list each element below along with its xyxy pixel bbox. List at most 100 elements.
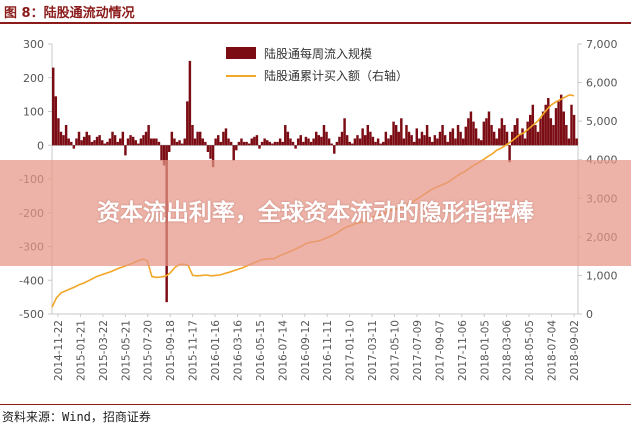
flow-bar <box>67 138 70 146</box>
flow-bar <box>513 125 516 146</box>
flow-bar <box>206 145 210 152</box>
flow-bar <box>315 131 318 146</box>
flow-bar <box>286 131 290 146</box>
flow-bar <box>201 138 204 146</box>
x-tick-label: 2016-11-11 <box>322 320 334 381</box>
flow-bar <box>436 138 439 146</box>
flow-bar <box>387 138 390 146</box>
flow-bar <box>562 111 565 146</box>
flow-bar <box>441 125 444 146</box>
flow-bar <box>217 135 220 146</box>
flow-bar <box>62 135 65 146</box>
flow-bar <box>266 140 269 146</box>
flow-bar <box>549 118 553 146</box>
flow-bar <box>173 138 176 146</box>
x-tick-label: 2017-07-09 <box>412 320 424 381</box>
x-tick-label: 2015-05-21 <box>120 320 132 381</box>
y-tick-label: -400 <box>19 274 44 287</box>
flow-bar <box>175 141 179 146</box>
flow-bar <box>59 131 63 146</box>
flow-bar <box>111 131 114 146</box>
flow-bar <box>544 104 547 146</box>
flow-bar <box>119 138 122 146</box>
flow-bar <box>250 138 253 146</box>
flow-bar <box>98 135 101 146</box>
legend-swatch-bar <box>226 47 256 59</box>
flow-bar <box>152 138 156 146</box>
flow-bar <box>523 138 527 146</box>
flow-bar <box>474 128 478 146</box>
flow-bar <box>446 141 449 146</box>
flow-bar <box>382 141 385 146</box>
flow-bar <box>224 128 228 146</box>
flow-bar <box>183 138 186 146</box>
x-tick-label: 2018-09-02 <box>569 320 581 381</box>
flow-bar <box>258 145 261 149</box>
flow-bar <box>52 67 55 146</box>
flow-bar <box>472 121 475 146</box>
flow-bar <box>312 138 315 146</box>
flow-bar <box>57 118 60 146</box>
flow-bar <box>498 128 501 146</box>
flow-bar <box>518 135 522 146</box>
flow-bar <box>389 135 393 146</box>
flow-bar <box>260 141 264 146</box>
legend-label-line: 陆股通累计买入额（右轴） <box>264 68 408 83</box>
flow-bar <box>351 143 354 146</box>
flow-bar <box>291 141 295 146</box>
flow-bar <box>384 131 388 146</box>
flow-bar <box>240 138 243 146</box>
flow-bar <box>394 125 398 146</box>
flow-bar <box>333 145 336 154</box>
flow-bar <box>487 111 491 146</box>
flow-bar <box>93 140 96 146</box>
x-tick-label: 2016-09-12 <box>300 320 312 381</box>
flow-bar <box>108 138 112 146</box>
flow-bar <box>142 135 145 146</box>
flow-bar <box>100 140 104 146</box>
flow-bar <box>495 138 498 146</box>
flow-bar <box>431 141 434 146</box>
flow-bar <box>242 141 246 146</box>
flow-bar <box>392 121 395 146</box>
flow-bar <box>103 143 107 146</box>
flow-bar <box>451 128 455 146</box>
flow-bar <box>247 143 251 146</box>
flow-bar <box>268 141 272 146</box>
y-tick-label: -500 <box>19 308 44 321</box>
flow-bar <box>253 136 256 146</box>
flow-bar <box>196 131 199 146</box>
flow-bar <box>356 135 359 146</box>
flow-bar <box>407 131 411 146</box>
flow-bar <box>338 136 341 146</box>
flow-bar <box>113 135 117 146</box>
flow-bar <box>255 135 259 146</box>
headline-text: 资本流出利率，全球资本流动的隐形指挥棒 <box>97 199 534 226</box>
x-tick-label: 2017-09-07 <box>434 320 446 381</box>
flow-bar <box>80 140 83 146</box>
flow-bar <box>565 125 568 146</box>
flow-bar <box>425 125 429 146</box>
x-tick-label: 2015-09-18 <box>165 320 177 381</box>
flow-bar <box>575 138 578 146</box>
flow-bar <box>281 141 284 146</box>
flow-bar <box>456 125 460 146</box>
flow-bar <box>214 138 217 146</box>
flow-bar <box>567 138 571 146</box>
flow-bar <box>348 141 351 146</box>
flow-bar <box>302 141 305 146</box>
flow-bar <box>330 143 333 146</box>
flow-bar <box>149 138 153 146</box>
flow-bar <box>209 145 212 159</box>
flow-bar <box>170 131 174 146</box>
y-tick-label: 0 <box>37 139 44 152</box>
title-rule <box>0 22 631 24</box>
flow-bar <box>77 131 81 146</box>
flow-bar <box>402 138 406 146</box>
flow-bar <box>559 94 563 146</box>
y2-tick-label: 6,000 <box>586 77 618 90</box>
flow-bar <box>219 141 223 146</box>
flow-bar <box>299 135 302 146</box>
flow-bar <box>229 141 233 146</box>
flow-bar <box>157 141 161 146</box>
